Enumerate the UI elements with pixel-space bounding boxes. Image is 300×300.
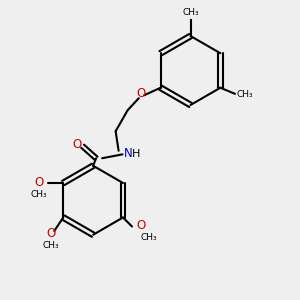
Text: O: O (73, 138, 82, 151)
Text: O: O (34, 176, 44, 189)
Text: O: O (136, 87, 145, 100)
Text: N: N (124, 147, 133, 160)
Text: CH₃: CH₃ (30, 190, 47, 199)
Text: CH₃: CH₃ (43, 241, 60, 250)
Text: H: H (131, 149, 140, 159)
Text: O: O (46, 227, 55, 240)
Text: CH₃: CH₃ (237, 90, 253, 99)
Text: O: O (136, 219, 145, 232)
Text: CH₃: CH₃ (182, 8, 199, 17)
Text: CH₃: CH₃ (140, 232, 157, 242)
